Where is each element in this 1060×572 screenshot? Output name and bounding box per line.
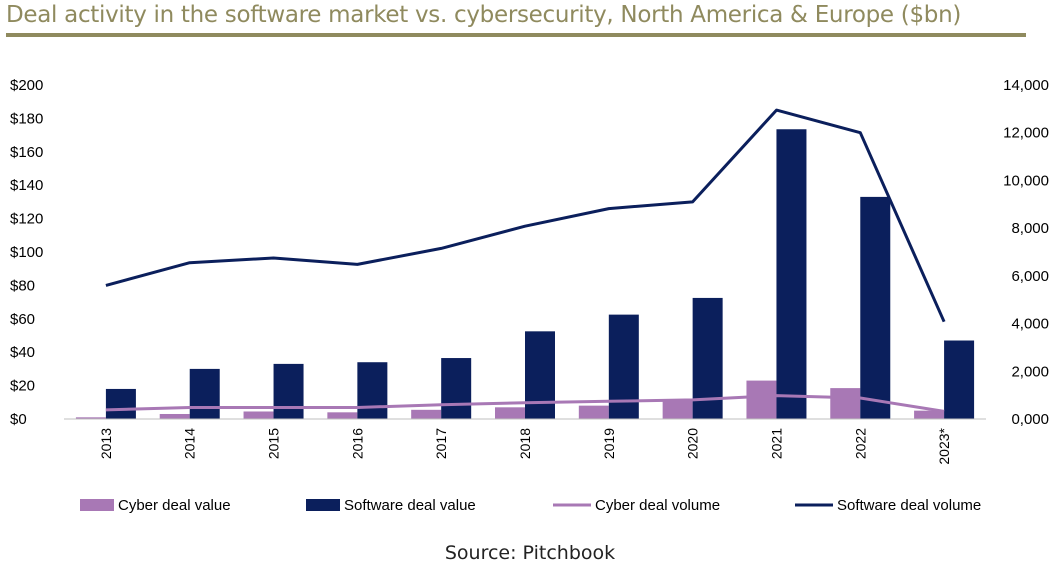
legend-cyber-deal-volume: Cyber deal volume xyxy=(553,497,720,514)
left-axis-tick-label: $100 xyxy=(10,244,43,261)
right-axis-tick-label: 2,000 xyxy=(1011,363,1049,380)
right-axis-tick-label: 0,000 xyxy=(1011,411,1049,428)
right-axis-ticks: 0,000 2,000 4,000 6,000 8,000 10,000 12,000 14,… xyxy=(1003,77,1049,428)
source-note: Source: Pitchbook xyxy=(444,542,616,564)
left-axis-tick-label: $140 xyxy=(10,177,43,194)
cyber-deal-value-bar xyxy=(327,412,358,419)
right-axis-tick-label: 4,000 xyxy=(1011,316,1049,333)
legend-cyber-deal-value: Cyber deal value xyxy=(80,497,231,514)
legend-swatch xyxy=(80,499,114,511)
x-axis-tick-label: 2015 xyxy=(266,428,282,459)
left-axis-tick-label: $80 xyxy=(10,277,35,294)
combo-chart: $0 $20 $40 $60 $80 $100 $120 $140 $160 $180 $200 0… xyxy=(10,77,1049,514)
x-axis-tick-label: 2019 xyxy=(601,428,617,459)
x-axis-tick-label: 2022 xyxy=(852,428,868,459)
legend-label: Software deal value xyxy=(344,497,476,514)
right-axis-tick-label: 12,000 xyxy=(1003,125,1049,142)
chart-title: Deal activity in the software market vs.… xyxy=(6,2,962,28)
software-deal-value-bar xyxy=(860,196,891,419)
software-deal-value-bar xyxy=(525,331,555,419)
x-axis-tick-label: 2020 xyxy=(685,428,701,459)
software-deal-value-bar xyxy=(357,362,388,419)
right-axis-tick-label: 8,000 xyxy=(1011,220,1049,237)
software-deal-value-bar xyxy=(608,314,639,419)
bars-layer xyxy=(75,129,975,419)
legend-label: Software deal volume xyxy=(837,497,981,514)
right-axis-tick-label: 14,000 xyxy=(1003,77,1049,94)
left-axis-tick-label: $20 xyxy=(10,378,35,395)
x-axis-tick-label: 2014 xyxy=(182,428,198,459)
x-axis-tick-label: 2021 xyxy=(768,428,784,459)
left-axis-tick-label: $180 xyxy=(10,110,43,127)
x-axis-tick-label: 2016 xyxy=(349,428,365,459)
x-axis-tick-label: 2023* xyxy=(936,427,952,464)
cyber-deal-value-bar xyxy=(75,417,106,419)
right-axis-tick-label: 10,000 xyxy=(1003,172,1049,189)
cyber-deal-value-bar xyxy=(578,405,609,419)
legend-swatch xyxy=(306,499,340,511)
legend-software-deal-volume: Software deal volume xyxy=(795,497,981,514)
software-deal-value-bar xyxy=(273,363,304,419)
left-axis-tick-label: $200 xyxy=(10,77,43,94)
software-deal-value-bar xyxy=(189,368,220,419)
x-axis-tick-label: 2013 xyxy=(98,428,114,459)
cyber-deal-value-bar xyxy=(495,407,525,419)
x-axis-ticks: 2013 2014 2015 2016 2017 2018 2019 2020 2021 2022… xyxy=(98,427,952,464)
software-deal-volume-line xyxy=(105,108,946,323)
cyber-deal-volume-line xyxy=(105,394,945,413)
cyber-deal-value-bar xyxy=(411,409,442,419)
left-axis-tick-label: $60 xyxy=(10,311,35,328)
left-axis-ticks: $0 $20 $40 $60 $80 $100 $120 $140 $160 $180 $200 xyxy=(10,77,43,428)
cyber-deal-value-bar xyxy=(914,410,945,419)
legend-label: Cyber deal volume xyxy=(595,497,720,514)
x-axis-tick-label: 2018 xyxy=(517,428,533,459)
left-axis-tick-label: $160 xyxy=(10,144,43,161)
software-deal-value-bar xyxy=(441,358,472,419)
right-axis-tick-label: 6,000 xyxy=(1011,268,1049,285)
left-axis-tick-label: $120 xyxy=(10,211,43,228)
cyber-deal-value-bar xyxy=(243,411,274,419)
left-axis-tick-label: $0 xyxy=(10,411,27,428)
software-deal-value-bar xyxy=(944,340,975,419)
cyber-deal-value-bar xyxy=(746,380,777,419)
software-deal-value-bar xyxy=(105,388,136,419)
cyber-deal-value-bar xyxy=(159,413,190,419)
x-axis-tick-label: 2017 xyxy=(433,428,449,459)
software-deal-value-bar xyxy=(776,129,807,419)
lines-layer xyxy=(105,108,946,413)
legend: Cyber deal value Software deal value Cyber… xyxy=(80,497,981,514)
cyber-deal-value-bar xyxy=(662,399,693,419)
left-axis-tick-label: $40 xyxy=(10,344,35,361)
legend-software-deal-value: Software deal value xyxy=(306,497,476,514)
cyber-deal-value-bar xyxy=(830,388,861,419)
legend-label: Cyber deal value xyxy=(118,497,231,514)
title-underline xyxy=(6,33,1026,37)
